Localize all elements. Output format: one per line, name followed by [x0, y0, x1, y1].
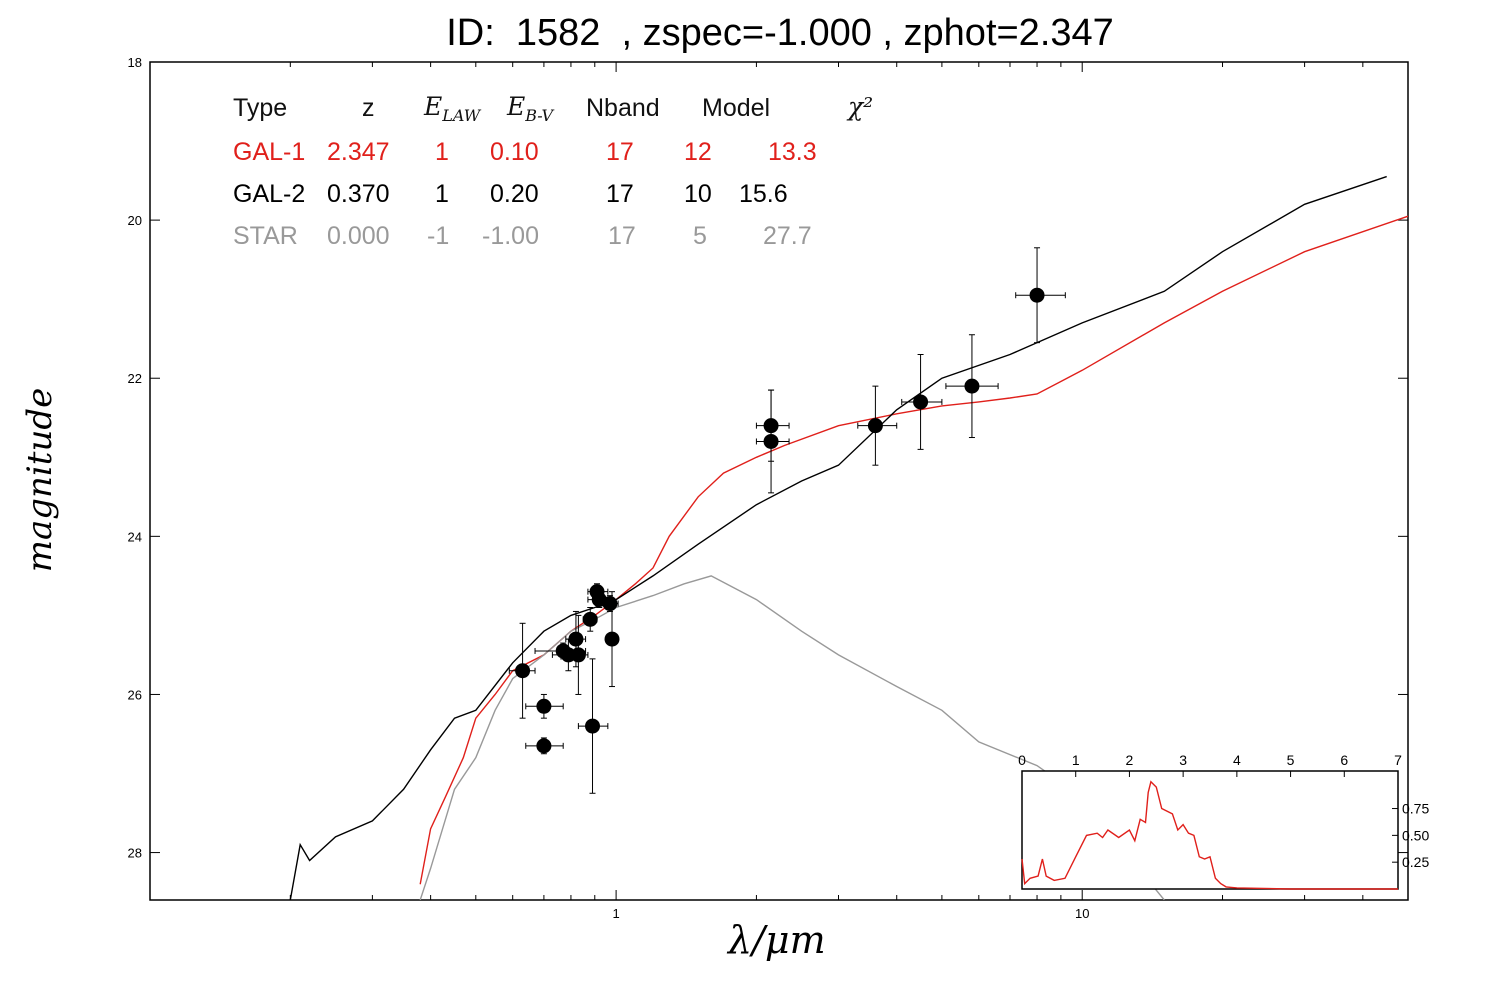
row-chi2: 15.6 [739, 180, 788, 208]
data-point-marker [1029, 287, 1045, 303]
data-point-marker [515, 663, 531, 679]
inset-pdz-plot: 0 1 2 3 4 5 6 7 0.25 0.50 0.75 [1018, 752, 1429, 890]
header-elaw: ELAW [424, 92, 481, 125]
data-point-marker [536, 698, 552, 714]
inset-x-tick-label: 4 [1233, 752, 1241, 768]
row-chi2: 27.7 [763, 222, 812, 250]
data-point-marker [582, 611, 598, 627]
row-z: 2.347 [327, 138, 390, 166]
data-point [604, 591, 620, 688]
series-line-gal-1 [419, 215, 1408, 885]
row-model: 12 [684, 138, 712, 166]
data-point-marker [964, 378, 980, 394]
inset-frame [1021, 770, 1399, 890]
row-ebv: 0.20 [490, 180, 539, 208]
y-tick-label: 26 [128, 687, 142, 702]
data-point-marker [585, 718, 601, 734]
inset-x-tick-label: 5 [1287, 752, 1295, 768]
header-model: Model [702, 94, 771, 122]
header-type: Type [233, 94, 288, 122]
data-point-marker [568, 631, 584, 647]
data-point [565, 610, 587, 668]
measurements [508, 247, 1066, 794]
inset-y-tick-label: 0.50 [1402, 827, 1429, 843]
row-elaw: -1 [427, 222, 450, 250]
chart-title: ID: 1582 , zspec=-1.000 , zphot=2.347 [446, 12, 1114, 54]
data-point [901, 354, 943, 450]
row-chi2: 13.3 [768, 138, 817, 166]
inset-x-tick-label: 7 [1394, 752, 1402, 768]
inset-x-tick-label: 0 [1018, 752, 1026, 768]
data-point [525, 737, 564, 755]
inset-y-tick-label: 0.25 [1402, 854, 1429, 870]
inset-x-tick-label: 6 [1340, 752, 1348, 768]
row-z: 0.000 [327, 222, 390, 250]
row-type: GAL-2 [233, 180, 306, 208]
row-type: STAR [233, 222, 298, 250]
y-axis-label: magnitude [20, 387, 60, 573]
row-nband: 17 [606, 180, 634, 208]
header-ebv: EB-V [507, 92, 554, 125]
data-point [1015, 247, 1066, 344]
data-point [755, 389, 790, 494]
data-point [600, 595, 619, 612]
data-point [508, 622, 536, 719]
data-point-marker [604, 631, 620, 647]
inset-y-tick-label: 0.75 [1402, 801, 1429, 817]
x-tick-label: 1 [612, 906, 619, 921]
row-ebv: -1.00 [482, 222, 539, 250]
data-point-marker [570, 647, 586, 663]
header-chi2: χ² [848, 92, 874, 121]
row-nband: 17 [608, 222, 636, 250]
data-point-marker [602, 596, 618, 612]
row-model: 10 [684, 180, 712, 208]
data-point-marker [763, 433, 779, 449]
plot-frame [149, 61, 1409, 901]
header-nband: Nband [586, 94, 660, 122]
data-point [525, 693, 564, 719]
inset-x-tick-label: 2 [1126, 752, 1134, 768]
y-tick-label: 24 [128, 529, 142, 544]
y-tick-label: 20 [128, 213, 142, 228]
series-line-star [419, 575, 1165, 900]
data-point [577, 658, 609, 794]
y-tick-label: 22 [128, 371, 142, 386]
x-tick-label: 10 [1075, 906, 1089, 921]
row-elaw: 1 [435, 180, 449, 208]
row-ebv: 0.10 [490, 138, 539, 166]
data-point [582, 606, 598, 632]
data-point [567, 614, 589, 695]
row-z: 0.370 [327, 180, 390, 208]
y-tick-label: 18 [128, 55, 142, 70]
data-point [857, 385, 898, 466]
inset-x-tick-label: 3 [1179, 752, 1187, 768]
x-axis-label: λ/μm [728, 918, 826, 962]
inset-x-tick-label: 1 [1072, 752, 1080, 768]
data-point-marker [536, 738, 552, 754]
header-z: z [362, 94, 375, 122]
data-point-marker [867, 418, 883, 434]
inset-pdz-line [1021, 780, 1398, 890]
y-tick-label: 28 [128, 846, 142, 861]
row-elaw: 1 [435, 138, 449, 166]
row-type: GAL-1 [233, 138, 306, 166]
data-point [945, 334, 999, 439]
row-model: 5 [693, 222, 707, 250]
row-nband: 17 [606, 138, 634, 166]
data-point-marker [913, 394, 929, 410]
